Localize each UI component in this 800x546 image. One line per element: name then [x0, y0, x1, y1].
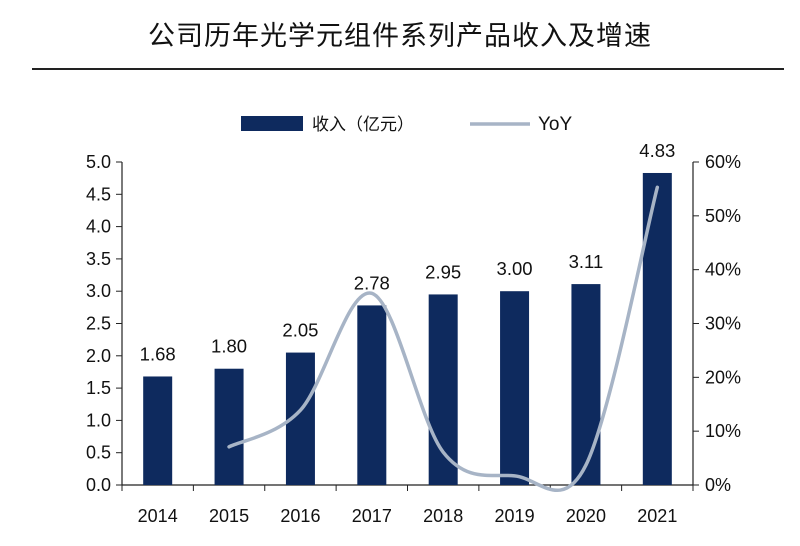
- bar: [428, 294, 458, 485]
- bar: [571, 284, 601, 485]
- x-tick-label: 2014: [138, 506, 178, 526]
- axes: 0.0 0.5 1.0 1.5 2.0 2.5 3.0 3.5 4.0 4.5 5.0 0% 10% 20…: [86, 152, 741, 526]
- line-series: [227, 185, 660, 492]
- x-tick-label: 2019: [495, 506, 535, 526]
- chart-title: 公司历年光学元组件系列产品收入及增速: [148, 21, 652, 52]
- y-left-tick-label: 1.0: [86, 410, 111, 430]
- y-left-tick-label: 4.5: [86, 184, 111, 204]
- yoy-line: [227, 185, 660, 492]
- x-tick-label: 2017: [352, 506, 392, 526]
- y-left-tick-label: 2.5: [86, 314, 111, 334]
- x-tick-label: 2016: [280, 506, 320, 526]
- y-left-tick-label: 3.5: [86, 249, 111, 269]
- y-left-tick-label: 5.0: [86, 152, 111, 172]
- y-right-tick-label: 50%: [705, 206, 741, 226]
- y-right-tick-label: 0%: [705, 475, 731, 495]
- bar-data-label: 2.78: [354, 272, 390, 293]
- bar: [214, 368, 244, 485]
- legend-bar-label: 收入（亿元）: [312, 115, 414, 135]
- bar-data-label: 3.11: [569, 251, 604, 272]
- bar-data-label: 1.68: [140, 343, 176, 364]
- legend-line-label: YoY: [538, 114, 572, 135]
- bar: [357, 305, 387, 485]
- bar: [500, 291, 530, 485]
- y-right-tick-label: 20%: [705, 367, 741, 387]
- bar-data-label: 2.95: [425, 261, 461, 282]
- legend: 收入（亿元） YoY: [241, 114, 572, 135]
- bar-data-label: 4.83: [639, 140, 675, 161]
- x-tick-label: 2021: [637, 506, 677, 526]
- x-tick-label: 2020: [566, 506, 606, 526]
- bar-series: [143, 172, 672, 485]
- y-right-tick-label: 40%: [705, 260, 741, 280]
- title-divider: [32, 68, 784, 70]
- bar-data-label: 3.00: [497, 258, 533, 279]
- y-left-tick-label: 0.5: [86, 443, 111, 463]
- y-left-tick-label: 4.0: [86, 217, 111, 237]
- bar: [642, 172, 672, 485]
- y-left-tick-label: 3.0: [86, 281, 111, 301]
- x-tick-label: 2015: [209, 506, 249, 526]
- y-right-tick-label: 30%: [705, 314, 741, 334]
- bar-data-label: 2.05: [282, 320, 318, 341]
- bar: [143, 376, 173, 485]
- y-right-tick-label: 10%: [705, 421, 741, 441]
- data-labels: 1.68 1.80 2.05 2.78 2.95 3.00 3.11 4.83: [140, 140, 676, 364]
- legend-bar-swatch: [241, 116, 303, 131]
- y-left-tick-label: 2.0: [86, 346, 111, 366]
- y-left-tick-label: 1.5: [86, 378, 111, 398]
- x-tick-label: 2018: [423, 506, 463, 526]
- y-left-tick-label: 0.0: [86, 475, 111, 495]
- y-right-tick-label: 60%: [705, 152, 741, 172]
- bar-data-label: 1.80: [211, 336, 247, 357]
